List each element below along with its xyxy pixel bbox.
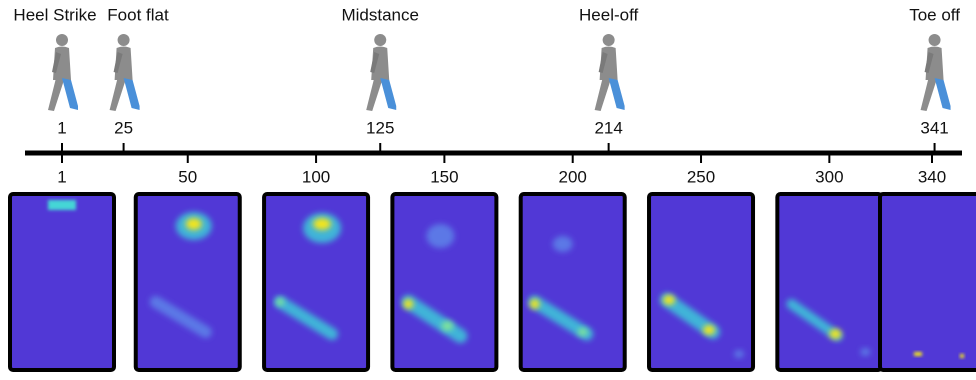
hotspot (403, 299, 413, 309)
walker-leg-back (595, 78, 611, 111)
map-bg (880, 194, 976, 370)
hotspot (578, 328, 588, 336)
map-bg (521, 194, 625, 370)
frame-label: 100 (302, 167, 330, 186)
frame-label: 50 (178, 167, 197, 186)
walker-leg-front (124, 78, 140, 110)
walker-leg-back (48, 78, 64, 111)
walker-leg-back (110, 78, 126, 111)
phase-label: Toe off (909, 5, 960, 24)
walker-leg-back (921, 78, 937, 111)
hotspot (313, 218, 331, 230)
pressure-map (264, 194, 368, 370)
walker-head (118, 34, 130, 46)
hotspot (426, 224, 454, 248)
phase-frame: 25 (114, 118, 133, 137)
walker-leg-front (380, 78, 396, 110)
hotspot (553, 236, 573, 252)
frame-label: 340 (918, 167, 946, 186)
hotspot (48, 200, 76, 210)
walker-head (56, 34, 68, 46)
walker-leg-front (935, 78, 951, 110)
pressure-map (649, 194, 753, 370)
walker-head (374, 34, 386, 46)
frame-label: 200 (559, 167, 587, 186)
walker (366, 34, 396, 111)
hotspot (914, 352, 922, 356)
hotspot (663, 295, 675, 305)
pressure-map (521, 194, 625, 370)
hotspot (734, 350, 744, 358)
hotspot (829, 329, 841, 339)
phase-label: Heel-off (579, 5, 638, 24)
hotspot (441, 321, 453, 331)
frame-label: 150 (430, 167, 458, 186)
frame-label: 300 (815, 167, 843, 186)
map-bg (10, 194, 114, 370)
walker (921, 34, 951, 111)
walker (110, 34, 140, 111)
phase-label: Heel Strike (13, 5, 96, 24)
phase-frame: 214 (594, 118, 622, 137)
phase-label: Midstance (341, 5, 418, 24)
pressure-map (777, 194, 881, 370)
walker-leg-front (609, 78, 625, 110)
pressure-map (136, 194, 240, 370)
map-bg (392, 194, 496, 370)
walker-leg-back (366, 78, 382, 111)
phase-frame: 341 (920, 118, 948, 137)
walker (48, 34, 78, 111)
gait-figure: Heel Strike 1 Foot flat 25 Midstance 125 Heel-… (0, 0, 976, 375)
walker-head (603, 34, 615, 46)
hotspot (186, 218, 202, 230)
hotspot (530, 299, 540, 309)
pressure-map (880, 194, 976, 370)
hotspot (960, 354, 964, 358)
hotspot (860, 348, 870, 356)
map-bg (649, 194, 753, 370)
walker-leg-front (62, 78, 78, 110)
phase-label: Foot flat (107, 5, 169, 24)
walker-head (929, 34, 941, 46)
hotspot (703, 325, 715, 335)
map-bg (777, 194, 881, 370)
page: {"phases": [ {"label": "Heel Strike", "f… (0, 0, 976, 375)
pressure-map (392, 194, 496, 370)
pressure-map (10, 194, 114, 370)
phase-frame: 1 (57, 118, 66, 137)
walker (595, 34, 625, 111)
hotspot (276, 298, 284, 306)
frame-label: 1 (57, 167, 66, 186)
phase-frame: 125 (366, 118, 394, 137)
frame-label: 250 (687, 167, 715, 186)
